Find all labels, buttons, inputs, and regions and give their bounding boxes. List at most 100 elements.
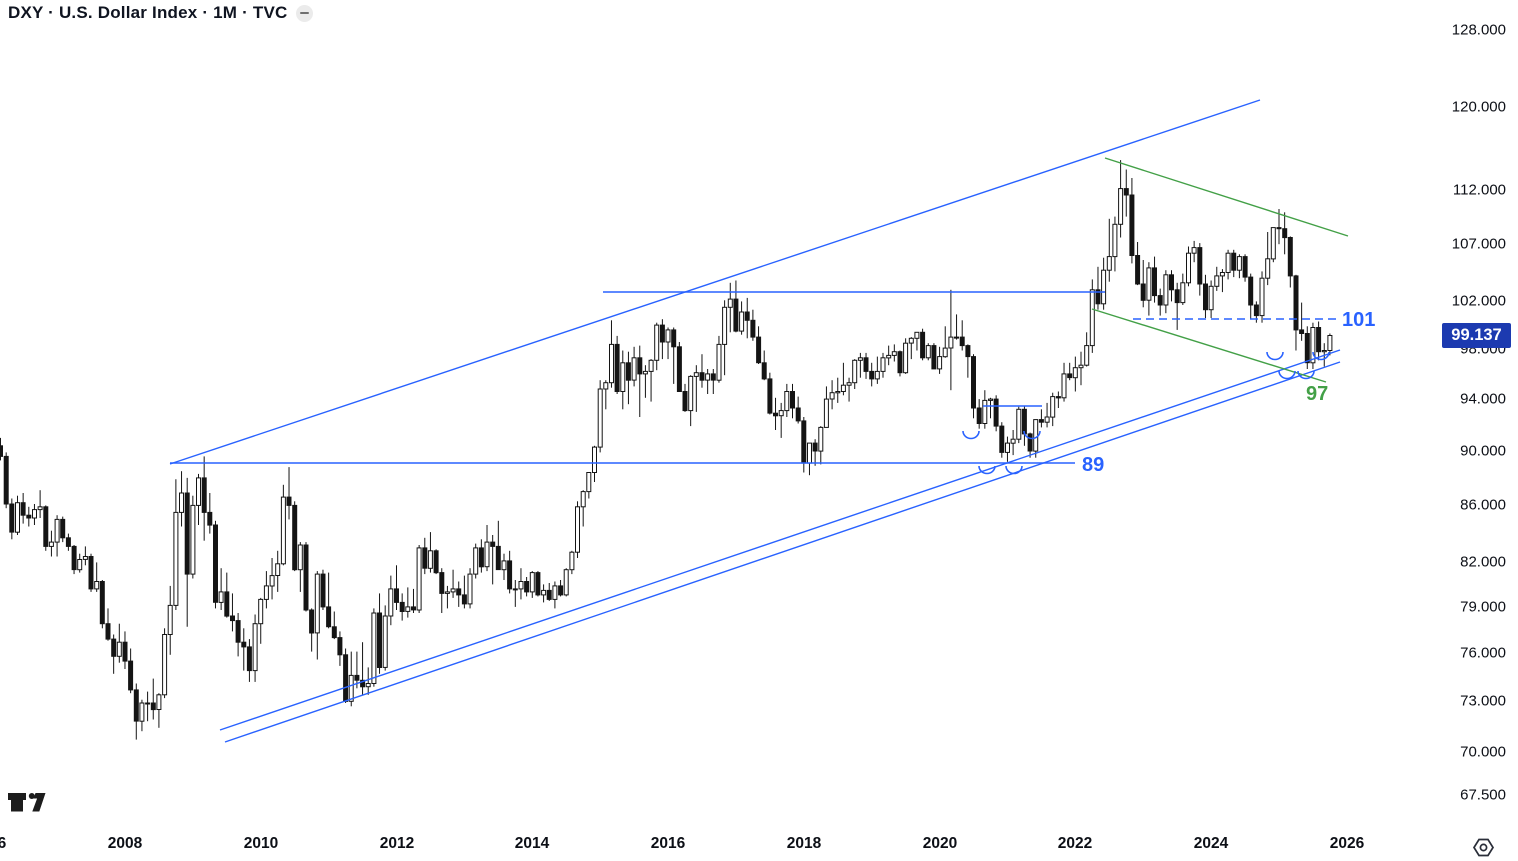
x-axis-tick: 2026 [1329, 835, 1365, 852]
candle [145, 691, 151, 722]
candle [331, 611, 337, 640]
candle [541, 584, 547, 603]
candle [569, 550, 575, 575]
candle [1106, 218, 1112, 282]
trendline-rising-channel-bottom-outer[interactable] [219, 349, 1341, 731]
candle [1044, 402, 1050, 428]
collapse-legend-button[interactable] [296, 4, 314, 22]
candle [654, 322, 660, 371]
time-scale[interactable]: 2006 2008 2010 2012 2014 2016 2018 2020 2022 2024… [0, 827, 1518, 861]
logo-t-glyph [8, 793, 26, 812]
candle [456, 581, 462, 607]
candle [829, 380, 835, 410]
candle [1242, 254, 1248, 282]
trendline-rising-channel-top[interactable] [169, 99, 1261, 465]
candle [959, 320, 965, 351]
price-scale-settings-button[interactable] [1472, 837, 1495, 861]
tradingview-logo[interactable] [8, 780, 54, 816]
swing-low-arc[interactable] [962, 430, 980, 440]
swing-low-arc[interactable] [1005, 465, 1023, 475]
candle [1293, 274, 1299, 351]
candle [60, 516, 66, 543]
candle [512, 580, 518, 607]
candle [999, 422, 1005, 458]
candle [631, 346, 637, 387]
candle [82, 546, 88, 566]
candle [88, 553, 94, 592]
candle [716, 335, 722, 383]
candle [914, 331, 920, 351]
candle [773, 397, 778, 430]
trendline-rising-channel-bottom-inner[interactable] [224, 361, 1341, 743]
candle [575, 501, 580, 558]
candle [971, 354, 976, 419]
candle [218, 568, 224, 610]
candle [116, 623, 122, 663]
candle [20, 493, 26, 524]
candle [982, 390, 988, 429]
candle [778, 402, 784, 438]
candle [603, 380, 609, 410]
swing-low-arc[interactable] [1312, 351, 1330, 361]
chart-legend: DXY · U.S. Dollar Index · 1M · TVC [8, 3, 314, 23]
candle [727, 282, 733, 333]
candle [501, 553, 507, 580]
candle [1095, 266, 1101, 310]
trendline-falling-channel-bottom[interactable] [1091, 308, 1327, 383]
candle [1016, 406, 1022, 444]
candle [614, 335, 620, 394]
candle [903, 338, 909, 374]
candle [1219, 269, 1225, 293]
trendline-falling-channel-top[interactable] [1104, 157, 1349, 237]
candle [620, 350, 626, 410]
candle [1169, 270, 1174, 302]
candle [1304, 326, 1310, 369]
x-axis-tick: 2022 [1057, 835, 1093, 852]
candle [1191, 240, 1197, 263]
candle [1236, 254, 1242, 279]
candle [495, 520, 501, 571]
candle [1061, 362, 1067, 402]
candle [1327, 333, 1333, 356]
y-axis-tick: 67.500 [1460, 786, 1506, 804]
candle [1299, 302, 1305, 341]
candle [1118, 160, 1124, 238]
y-axis-tick: 86.000 [1460, 496, 1506, 514]
candle [1021, 405, 1027, 446]
candle [37, 490, 43, 518]
swing-low-arc[interactable] [1278, 370, 1296, 380]
y-axis-tick: 79.000 [1460, 598, 1506, 616]
swing-low-arc[interactable] [1023, 430, 1041, 440]
price-scale[interactable]: 128.000 120.000 112.000 107.000 102.000 98.00… [1440, 0, 1518, 826]
candle [671, 327, 677, 384]
candle [213, 520, 218, 609]
swing-low-arc[interactable] [1297, 370, 1315, 380]
candle [433, 549, 439, 575]
candle [184, 477, 190, 627]
candle [795, 396, 801, 424]
candle [473, 543, 479, 579]
candle [427, 532, 433, 573]
y-axis-tick: 82.000 [1460, 553, 1506, 571]
candle [484, 525, 490, 572]
candle [1050, 392, 1056, 427]
candle [394, 565, 399, 610]
candle [416, 545, 422, 613]
candle [948, 289, 954, 391]
candle [365, 667, 371, 695]
candle [150, 678, 156, 720]
candle [196, 473, 201, 525]
candle [405, 587, 411, 618]
x-axis-tick: 2014 [514, 835, 550, 852]
candle [869, 362, 875, 387]
swing-low-arc[interactable] [978, 465, 996, 475]
candle [224, 572, 230, 618]
candle [710, 369, 716, 394]
candle [592, 445, 597, 482]
candle [801, 417, 807, 473]
candle [739, 301, 745, 335]
swing-low-arc[interactable] [1266, 351, 1284, 361]
candle [908, 337, 914, 360]
candle [835, 377, 841, 403]
